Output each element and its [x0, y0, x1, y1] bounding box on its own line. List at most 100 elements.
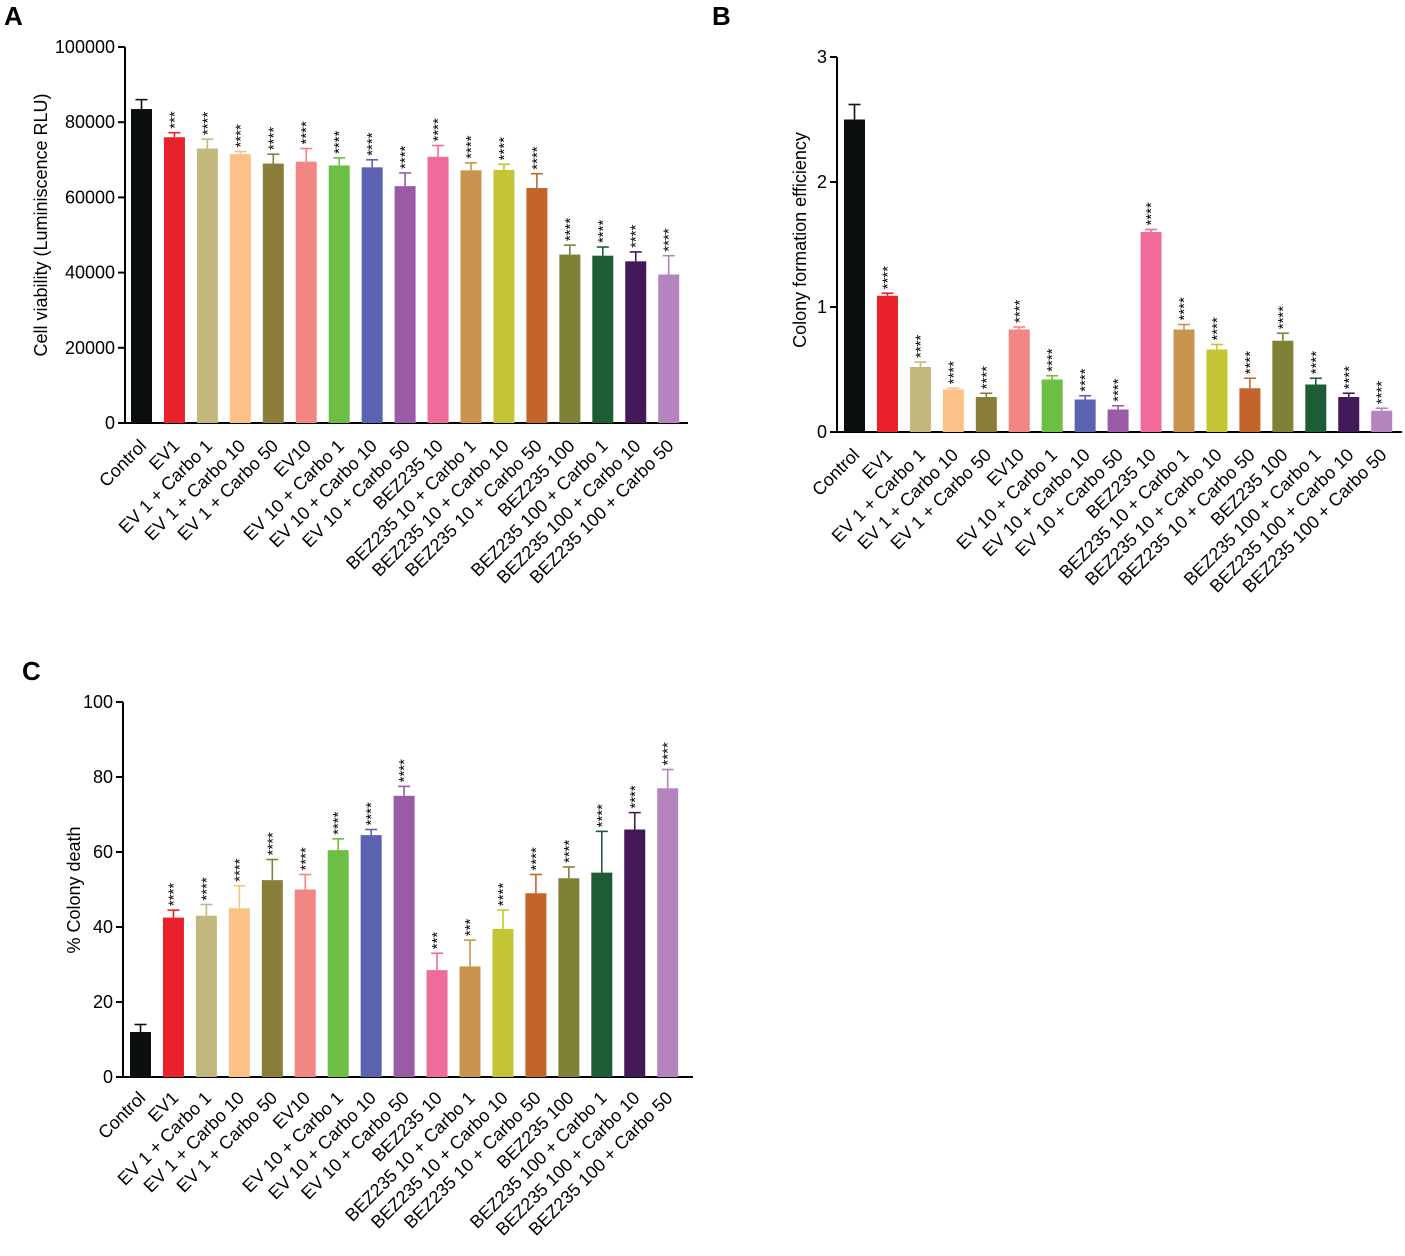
significance-marker: **** [397, 145, 414, 169]
y-tick-label: 3 [817, 47, 827, 67]
bar [942, 389, 964, 432]
significance-marker: **** [232, 124, 249, 148]
bar [558, 878, 580, 1077]
bar [1173, 329, 1195, 432]
bar [1338, 397, 1360, 432]
bar [130, 1032, 151, 1077]
bar [295, 161, 317, 423]
bar [559, 254, 581, 423]
bar [361, 167, 383, 423]
significance-marker: **** [528, 847, 545, 871]
significance-marker: **** [330, 811, 347, 835]
bar [261, 880, 283, 1077]
y-axis-title: Colony formation efficiency [790, 132, 810, 348]
bar [1008, 329, 1030, 432]
bar [975, 397, 997, 432]
significance-marker: **** [1308, 351, 1325, 375]
significance-marker: **** [231, 858, 248, 882]
significance-marker: *** [429, 932, 446, 950]
significance-marker: **** [978, 366, 995, 390]
y-axis-title: Cell viability (Luminiscence RLU) [31, 93, 51, 356]
panel-letter: C [22, 656, 41, 686]
bar [163, 137, 185, 424]
bar [844, 119, 865, 432]
significance-marker: **** [1209, 317, 1226, 341]
significance-marker: **** [1242, 351, 1259, 375]
y-tick-label: 40000 [65, 263, 115, 283]
bar [591, 872, 613, 1077]
bar [1239, 388, 1261, 432]
significance-marker: **** [1011, 299, 1028, 323]
y-tick-label: 20000 [65, 338, 115, 358]
significance-marker: **** [945, 361, 962, 385]
bar [492, 928, 514, 1077]
bar [328, 165, 350, 423]
bar [526, 188, 548, 423]
bar [1107, 409, 1129, 432]
panel-b: B 0 1 2 3 Colony formation efficiency Control *… [712, 1, 1402, 596]
significance-marker: **** [430, 118, 447, 142]
significance-marker: **** [331, 130, 348, 154]
significance-marker: **** [561, 839, 578, 863]
y-tick-label: 60 [93, 842, 113, 862]
bar [162, 917, 184, 1077]
significance-marker: *** [166, 111, 183, 129]
bar [592, 255, 614, 423]
significance-marker: **** [265, 127, 282, 151]
bar [876, 295, 898, 432]
bar [195, 915, 217, 1077]
bar [360, 835, 382, 1077]
bar [493, 169, 515, 423]
category-label: Control [808, 445, 863, 500]
bar [624, 829, 646, 1077]
bar [525, 893, 547, 1077]
significance-marker: **** [562, 218, 579, 242]
bar [657, 788, 679, 1077]
bar [393, 795, 415, 1077]
significance-marker: **** [1044, 348, 1061, 372]
significance-marker: **** [1374, 381, 1391, 405]
bar [196, 148, 218, 423]
category-label: Control [94, 1088, 149, 1143]
significance-marker: **** [660, 742, 677, 766]
significance-marker: **** [264, 832, 281, 856]
category-label: Control [95, 436, 150, 491]
significance-marker: **** [198, 877, 215, 901]
bar [426, 970, 448, 1077]
significance-marker: **** [199, 112, 216, 136]
bar [1272, 340, 1294, 432]
bar [1206, 349, 1228, 432]
significance-marker: **** [495, 883, 512, 907]
bar [1041, 379, 1063, 432]
bar [327, 850, 349, 1077]
y-tick-label: 100 [83, 692, 113, 712]
bar [294, 889, 316, 1077]
bar [1074, 399, 1096, 432]
significance-marker: **** [879, 266, 896, 290]
y-tick-label: 80000 [65, 112, 115, 132]
significance-marker: **** [496, 137, 513, 161]
bar [1140, 232, 1162, 432]
bar [1305, 384, 1327, 432]
bar [262, 163, 284, 423]
y-tick-label: 100000 [55, 37, 115, 57]
significance-marker: **** [594, 804, 611, 828]
panel-letter: A [4, 1, 23, 31]
significance-marker: **** [165, 883, 182, 907]
significance-marker: **** [298, 121, 315, 145]
significance-marker: **** [627, 785, 644, 809]
y-tick-label: 20 [93, 992, 113, 1012]
bar [394, 186, 416, 423]
significance-marker: **** [396, 759, 413, 783]
bar [1371, 410, 1393, 432]
y-axis-title: % Colony death [64, 826, 84, 953]
bar [625, 261, 647, 423]
bar [229, 154, 251, 423]
y-tick-label: 1 [817, 297, 827, 317]
significance-marker: **** [529, 146, 546, 170]
panel-a: A 0 20000 40000 60000 80000 100000 Cell viabili… [4, 1, 688, 587]
y-tick-label: 0 [103, 1067, 113, 1087]
y-tick-label: 80 [93, 767, 113, 787]
bar [460, 170, 482, 423]
